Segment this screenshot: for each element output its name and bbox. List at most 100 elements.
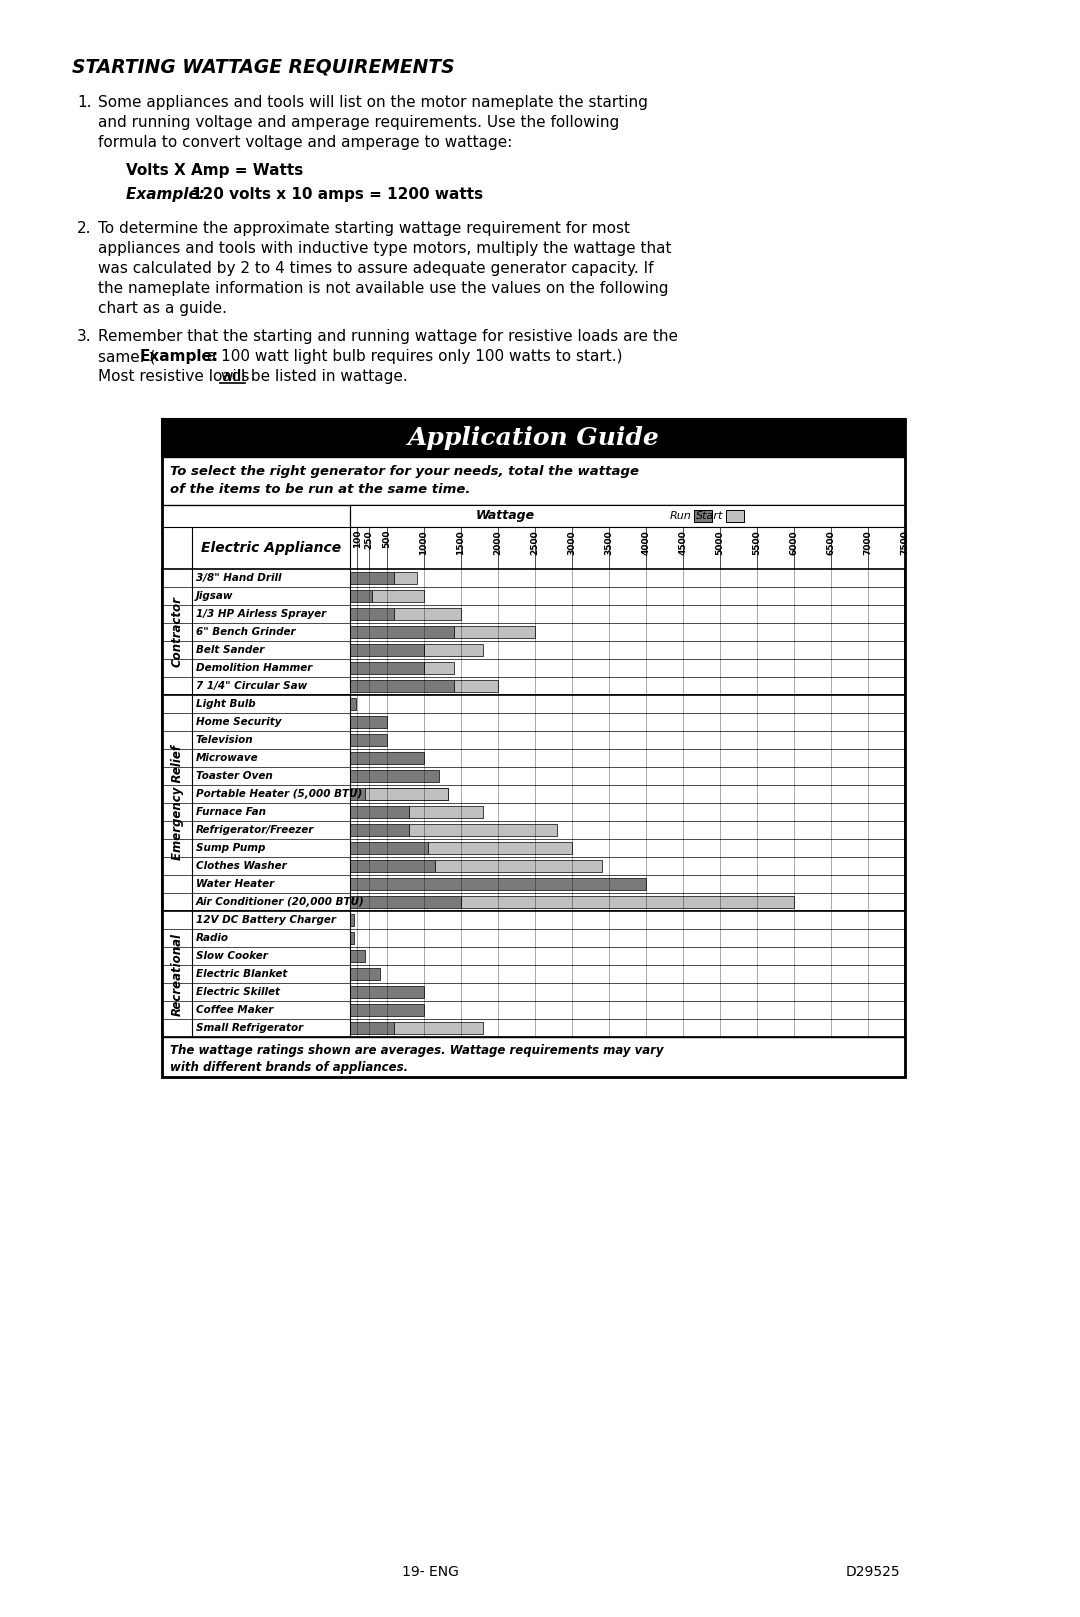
Text: the nameplate information is not available use the values on the following: the nameplate information is not availab…: [98, 281, 669, 296]
Text: Clothes Washer: Clothes Washer: [195, 860, 287, 872]
Text: Home Security: Home Security: [195, 716, 282, 728]
Bar: [424, 661, 454, 674]
Text: D29525: D29525: [846, 1565, 900, 1578]
Text: 3500: 3500: [605, 530, 613, 555]
Text: 500: 500: [382, 530, 391, 548]
Bar: [162, 419, 905, 458]
Text: 4000: 4000: [642, 530, 650, 555]
Text: 3.: 3.: [77, 328, 92, 344]
Bar: [350, 608, 394, 621]
Text: Radio: Radio: [195, 933, 229, 943]
Bar: [350, 770, 438, 783]
Bar: [394, 608, 461, 621]
Text: formula to convert voltage and amperage to wattage:: formula to convert voltage and amperage …: [98, 134, 512, 150]
Text: 2000: 2000: [494, 530, 502, 555]
Text: be listed in wattage.: be listed in wattage.: [246, 369, 408, 383]
Text: Electric Skillet: Electric Skillet: [195, 986, 280, 998]
Text: 5500: 5500: [753, 530, 761, 555]
Text: of the items to be run at the same time.: of the items to be run at the same time.: [170, 483, 471, 496]
Bar: [454, 626, 535, 639]
Bar: [350, 1022, 394, 1035]
Text: 1/3 HP Airless Sprayer: 1/3 HP Airless Sprayer: [195, 610, 326, 619]
Text: Run: Run: [670, 511, 691, 521]
Text: same. (: same. (: [98, 349, 156, 364]
Text: 1500: 1500: [457, 530, 465, 555]
Bar: [350, 841, 428, 854]
Text: Small Refrigerator: Small Refrigerator: [195, 1024, 303, 1033]
Bar: [350, 805, 409, 818]
Bar: [350, 985, 424, 998]
Text: Contractor: Contractor: [171, 597, 184, 668]
Bar: [350, 896, 461, 909]
Text: Example:: Example:: [126, 188, 211, 202]
Text: Jigsaw: Jigsaw: [195, 590, 233, 602]
Text: will: will: [220, 369, 245, 383]
Bar: [461, 896, 794, 909]
Text: Recreational: Recreational: [171, 933, 184, 1015]
Bar: [694, 511, 712, 522]
Text: appliances and tools with inductive type motors, multiply the wattage that: appliances and tools with inductive type…: [98, 241, 672, 255]
Bar: [350, 931, 354, 944]
Text: Demolition Hammer: Demolition Hammer: [195, 663, 312, 673]
Text: was calculated by 2 to 4 times to assure adequate generator capacity. If: was calculated by 2 to 4 times to assure…: [98, 260, 653, 277]
Text: Microwave: Microwave: [195, 754, 258, 763]
Bar: [350, 949, 365, 962]
Text: 6" Bench Grinder: 6" Bench Grinder: [195, 627, 296, 637]
Text: 250: 250: [364, 530, 373, 548]
Text: Example:: Example:: [140, 349, 219, 364]
Text: 7 1/4" Circular Saw: 7 1/4" Circular Saw: [195, 681, 307, 690]
Text: 1000: 1000: [419, 530, 429, 555]
Text: 120 volts x 10 amps = 1200 watts: 120 volts x 10 amps = 1200 watts: [192, 188, 483, 202]
Bar: [726, 511, 744, 522]
Bar: [162, 569, 905, 695]
Text: 7000: 7000: [864, 530, 873, 555]
Bar: [162, 527, 905, 569]
Text: Air Conditioner (20,000 BTU): Air Conditioner (20,000 BTU): [195, 897, 365, 907]
Bar: [350, 878, 646, 891]
Text: 3000: 3000: [567, 530, 577, 555]
Text: Water Heater: Water Heater: [195, 880, 274, 889]
Bar: [162, 458, 905, 505]
Bar: [350, 661, 424, 674]
Text: Furnace Fan: Furnace Fan: [195, 807, 266, 817]
Text: Remember that the starting and running wattage for resistive loads are the: Remember that the starting and running w…: [98, 328, 678, 344]
Text: 100: 100: [353, 530, 362, 548]
Text: Sump Pump: Sump Pump: [195, 842, 266, 854]
Text: 2500: 2500: [530, 530, 540, 555]
Bar: [409, 805, 483, 818]
Text: Refrigerator/Freezer: Refrigerator/Freezer: [195, 825, 314, 834]
Text: Application Guide: Application Guide: [407, 425, 660, 450]
Bar: [350, 823, 409, 836]
Bar: [350, 787, 448, 800]
Bar: [162, 419, 905, 1077]
Bar: [394, 1022, 483, 1035]
Text: Some appliances and tools will list on the motor nameplate the starting: Some appliances and tools will list on t…: [98, 95, 648, 110]
Text: 3/8" Hand Drill: 3/8" Hand Drill: [195, 572, 282, 584]
Bar: [365, 787, 448, 800]
Bar: [373, 590, 424, 603]
Bar: [350, 967, 379, 980]
Text: To determine the approximate starting wattage requirement for most: To determine the approximate starting wa…: [98, 222, 630, 236]
Text: chart as a guide.: chart as a guide.: [98, 301, 227, 315]
Text: Electric Blanket: Electric Blanket: [195, 969, 287, 978]
Text: 6000: 6000: [789, 530, 798, 555]
Bar: [162, 1036, 905, 1077]
Text: Light Bulb: Light Bulb: [195, 699, 256, 708]
Bar: [350, 590, 373, 603]
Bar: [162, 910, 905, 1036]
Text: 4500: 4500: [678, 530, 688, 555]
Text: a 100 watt light bulb requires only 100 watts to start.): a 100 watt light bulb requires only 100 …: [202, 349, 622, 364]
Bar: [350, 860, 435, 873]
Bar: [350, 505, 905, 527]
Text: Start: Start: [696, 511, 724, 521]
Bar: [350, 715, 387, 729]
Text: Toaster Oven: Toaster Oven: [195, 771, 273, 781]
Text: Slow Cooker: Slow Cooker: [195, 951, 268, 960]
Bar: [350, 752, 424, 765]
Bar: [350, 734, 387, 747]
Bar: [350, 571, 394, 584]
Text: The wattage ratings shown are averages. Wattage requirements may vary: The wattage ratings shown are averages. …: [170, 1045, 663, 1058]
Text: Portable Heater (5,000 BTU): Portable Heater (5,000 BTU): [195, 789, 362, 799]
Text: Belt Sander: Belt Sander: [195, 645, 265, 655]
Bar: [424, 644, 483, 657]
